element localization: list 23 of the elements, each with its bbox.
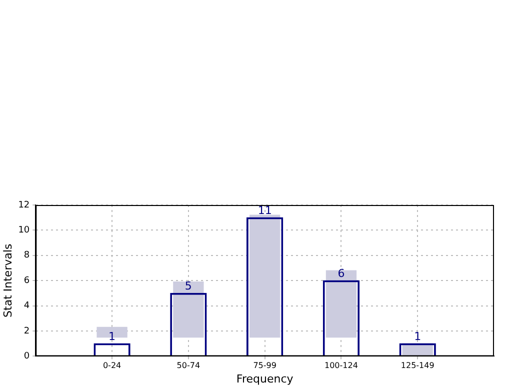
y-tick-label: 12 bbox=[18, 200, 30, 210]
data-label: 1 bbox=[414, 330, 422, 343]
bar bbox=[249, 214, 280, 338]
y-tick-label: 4 bbox=[24, 301, 30, 312]
x-axis-title: Frequency bbox=[236, 372, 294, 386]
x-tick-label: 75-99 bbox=[253, 361, 276, 370]
bar bbox=[326, 270, 357, 338]
bar bbox=[96, 326, 128, 338]
x-tick-label: 0-24 bbox=[102, 361, 122, 370]
y-tick-label: 8 bbox=[24, 250, 30, 261]
x-tick-label: 100-124 bbox=[324, 361, 358, 370]
y-tick-label: 6 bbox=[24, 276, 30, 286]
data-label: 1 bbox=[108, 330, 116, 343]
data-label: 11 bbox=[258, 204, 272, 217]
y-tick-label: 10 bbox=[18, 226, 30, 236]
y-tick-label: 2 bbox=[24, 326, 30, 336]
y-tick-label: 0 bbox=[24, 352, 30, 362]
x-tick-label: 125-149 bbox=[400, 361, 434, 370]
bar bbox=[173, 282, 204, 338]
data-label: 6 bbox=[338, 266, 345, 280]
y-axis-title: Stat Intervals bbox=[1, 243, 14, 318]
x-tick-label: 50-74 bbox=[176, 361, 200, 370]
data-label: 5 bbox=[184, 280, 192, 293]
